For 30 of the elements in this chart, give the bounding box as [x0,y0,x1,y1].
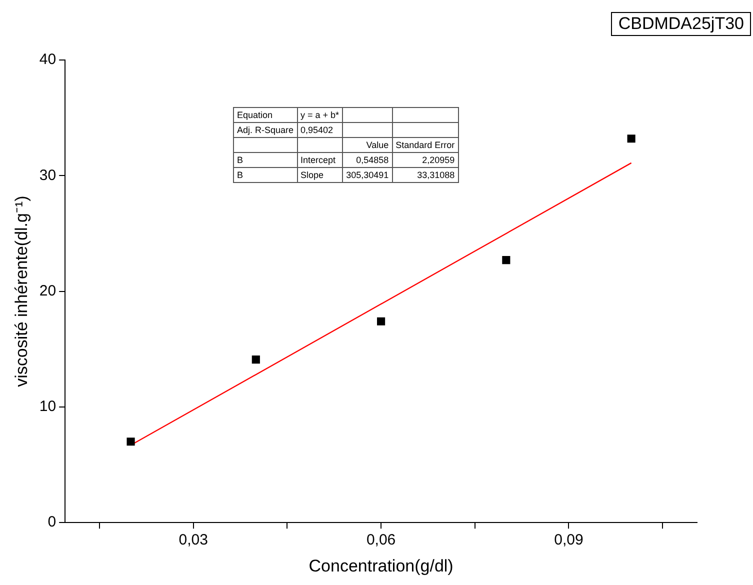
annotation: 305,30491 [342,168,392,182]
point [627,134,636,143]
y-tick-label: 20 [39,282,56,300]
point [377,317,386,326]
chart-title: CBDMDA25jT30 [611,12,751,36]
y-axis-title: viscosité inhérente(dl.g⁻¹) [12,196,31,387]
x-tick-label: 0,03 [178,532,208,549]
point [252,356,260,364]
x-tick-label: 0,09 [554,532,584,549]
annotation: Slope [297,168,343,182]
y-tick-label: 40 [39,51,56,68]
annotation: 2,20959 [392,152,458,168]
annotation: 0,54858 [342,152,392,168]
y-tick-label: 30 [39,166,56,184]
y-tick-label: 0 [48,514,56,531]
annotation: 0,95402 [297,122,343,138]
annotation: Standard Error [392,138,458,152]
annotation: Value [342,138,392,152]
point [502,256,510,264]
x-axis-title: Concentration(g/dl) [308,556,454,576]
y-tick-label: 10 [39,398,56,416]
annotation: y = a + b* [297,108,343,122]
annotation: Intercept [297,152,343,168]
annotation: B [234,168,298,182]
annotation: 33,31088 [392,168,458,182]
point [126,438,135,446]
x-tick-label: 0,06 [366,532,396,549]
annotation: Equation [234,108,298,122]
annotation: Adj. R-Square [234,122,298,138]
annotation: B [234,152,298,168]
